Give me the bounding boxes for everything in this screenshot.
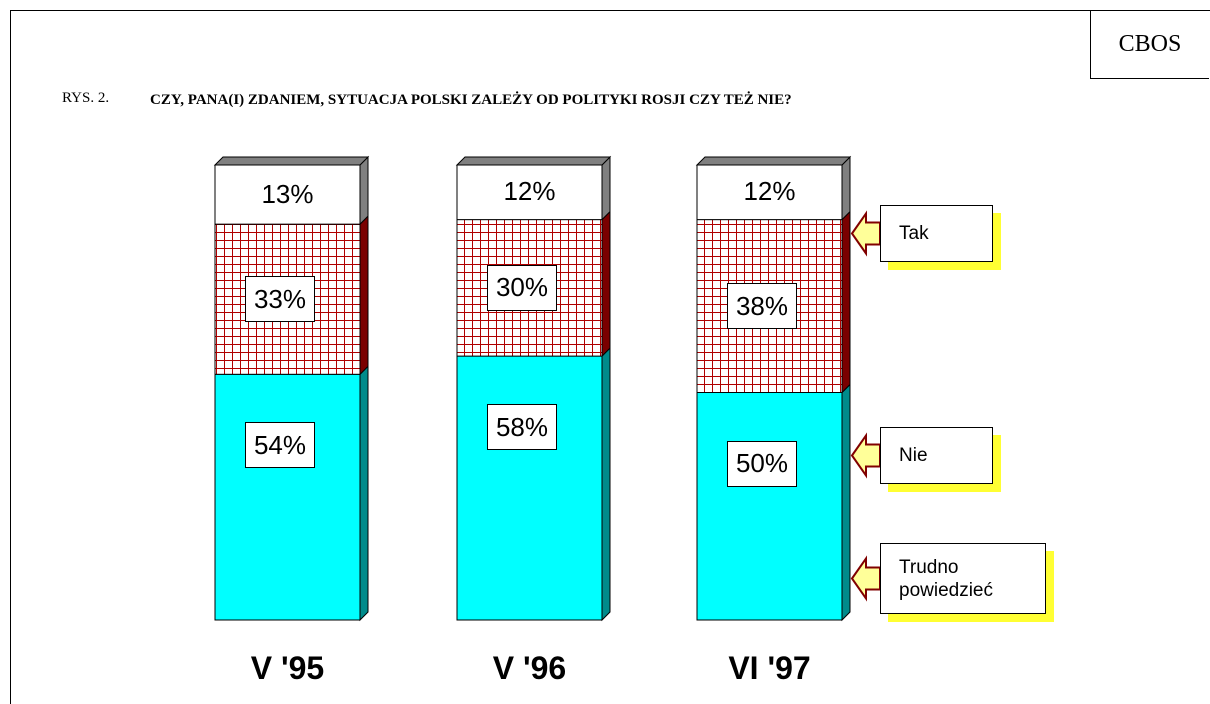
bar-top — [213, 156, 370, 166]
bar-side — [601, 155, 611, 221]
value-label: 12% — [503, 176, 556, 207]
bar-top — [455, 156, 612, 166]
value-label: 33% — [245, 276, 315, 323]
x-tick-label: V '95 — [250, 650, 325, 686]
value-label: 38% — [727, 283, 797, 330]
bar-segment — [456, 164, 603, 221]
x-tick-label: VI '97 — [728, 650, 811, 686]
bar-side — [601, 210, 611, 358]
bar-side — [601, 346, 611, 622]
legend-arrow — [850, 210, 881, 257]
bar-segment — [696, 392, 843, 621]
value-label: 58% — [487, 404, 557, 451]
value-label: 12% — [743, 176, 796, 207]
bar-side — [359, 214, 369, 376]
frame — [10, 10, 1210, 704]
bar-segment — [214, 373, 361, 621]
chart-title: CZY, PANA(I) ZDANIEM, SYTUACJA POLSKI ZA… — [150, 92, 792, 108]
legend-label: Tak — [880, 205, 993, 262]
x-tick-label: V '96 — [492, 650, 567, 686]
brand: CBOS — [1090, 10, 1209, 79]
bar-side — [841, 210, 851, 394]
figure-label: RYS. 2. — [62, 90, 110, 106]
bar-side — [359, 365, 369, 622]
bar-segment — [456, 355, 603, 621]
bar-segment — [214, 164, 361, 225]
legend-label: Trudno powiedzieć — [880, 543, 1046, 614]
bar-side — [359, 155, 369, 226]
value-label: 30% — [487, 264, 557, 311]
value-label: 50% — [727, 440, 797, 487]
bar-side — [841, 155, 851, 221]
legend-label: Nie — [880, 427, 993, 484]
value-label: 54% — [245, 422, 315, 469]
bar-top — [695, 156, 852, 166]
legend-arrow — [850, 432, 881, 479]
bar-side — [841, 383, 851, 622]
legend-arrow — [850, 555, 881, 602]
bar-segment — [696, 164, 843, 221]
value-label: 13% — [261, 178, 314, 209]
